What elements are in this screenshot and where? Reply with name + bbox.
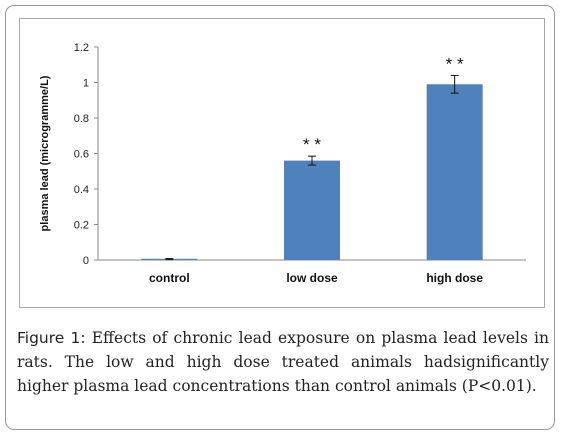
x-tick-label: high dose xyxy=(426,271,483,285)
bar xyxy=(284,160,340,260)
y-tick-label: 0 xyxy=(83,255,89,267)
x-tick-label: low dose xyxy=(286,271,338,285)
y-tick-label: 0.2 xyxy=(74,220,89,232)
y-tick-label: 1 xyxy=(83,78,89,90)
chart-container: 0 0.2 0.4 0.6 0.8 1 1.2 plasma lead (microgramm… xyxy=(19,18,545,308)
y-tick-label: 1.2 xyxy=(74,42,89,54)
y-tick-label: 0.4 xyxy=(74,184,89,196)
x-tick-label: control xyxy=(149,271,190,285)
y-axis-label: plasma lead (microgramme/L) xyxy=(39,75,51,231)
y-tick-label: 0.6 xyxy=(74,149,89,161)
significance-marker: * * xyxy=(303,135,321,154)
significance-marker: * * xyxy=(446,54,464,73)
bar xyxy=(426,84,483,261)
figure-caption-text: Effects of chronic lead exposure on plas… xyxy=(17,329,549,395)
figure-panel: 0 0.2 0.4 0.6 0.8 1 1.2 plasma lead (microgramm… xyxy=(5,5,555,430)
bar-chart: 0 0.2 0.4 0.6 0.8 1 1.2 plasma lead (microgramm… xyxy=(39,42,526,285)
y-tick-label: 0.8 xyxy=(74,113,89,125)
figure-label: Figure 1: xyxy=(17,329,86,347)
figure-caption: Figure 1: Effects of chronic lead exposu… xyxy=(17,326,549,398)
